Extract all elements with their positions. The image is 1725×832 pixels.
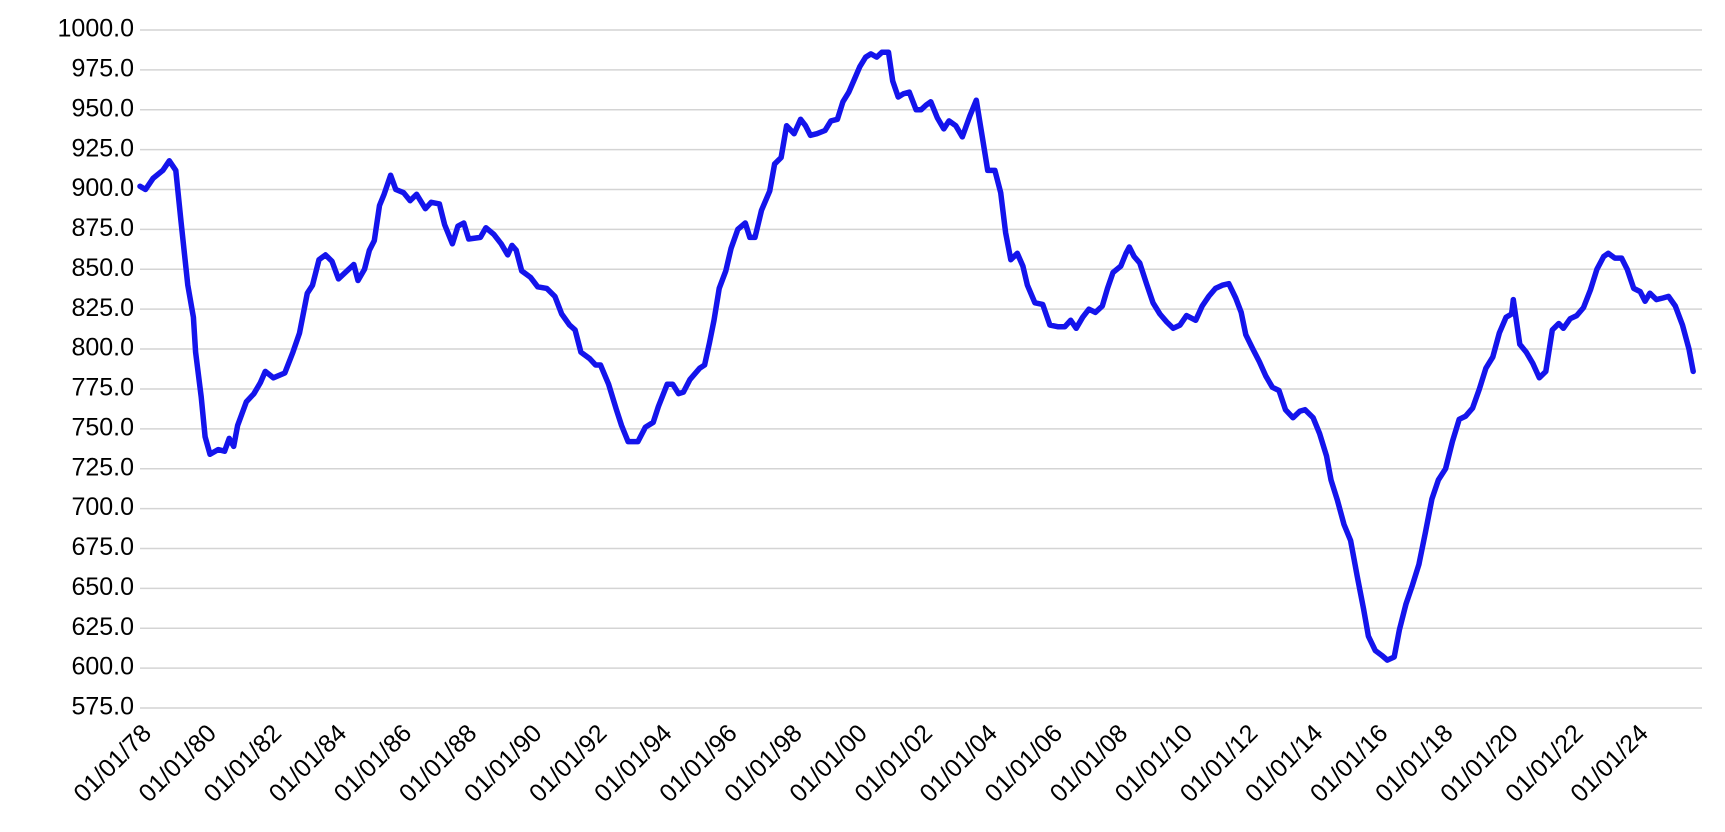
y-tick-label: 675.0	[71, 533, 134, 561]
y-tick-label: 600.0	[71, 653, 134, 681]
y-tick-label: 775.0	[71, 374, 134, 402]
y-tick-label: 650.0	[71, 573, 134, 601]
y-tick-label: 825.0	[71, 294, 134, 322]
y-tick-label: 975.0	[71, 54, 134, 82]
line-series	[137, 49, 1696, 663]
y-tick-label: 575.0	[71, 693, 134, 721]
y-tick-label: 850.0	[71, 254, 134, 282]
y-tick-label: 625.0	[71, 613, 134, 641]
y-tick-label: 950.0	[71, 94, 134, 122]
y-tick-label: 700.0	[71, 493, 134, 521]
y-tick-label: 725.0	[71, 453, 134, 481]
y-tick-label: 925.0	[71, 134, 134, 162]
y-tick-label: 875.0	[71, 214, 134, 242]
y-tick-label: 900.0	[71, 174, 134, 202]
y-tick-label: 1000.0	[58, 15, 134, 43]
y-tick-label: 800.0	[71, 334, 134, 362]
y-tick-label: 750.0	[71, 413, 134, 441]
